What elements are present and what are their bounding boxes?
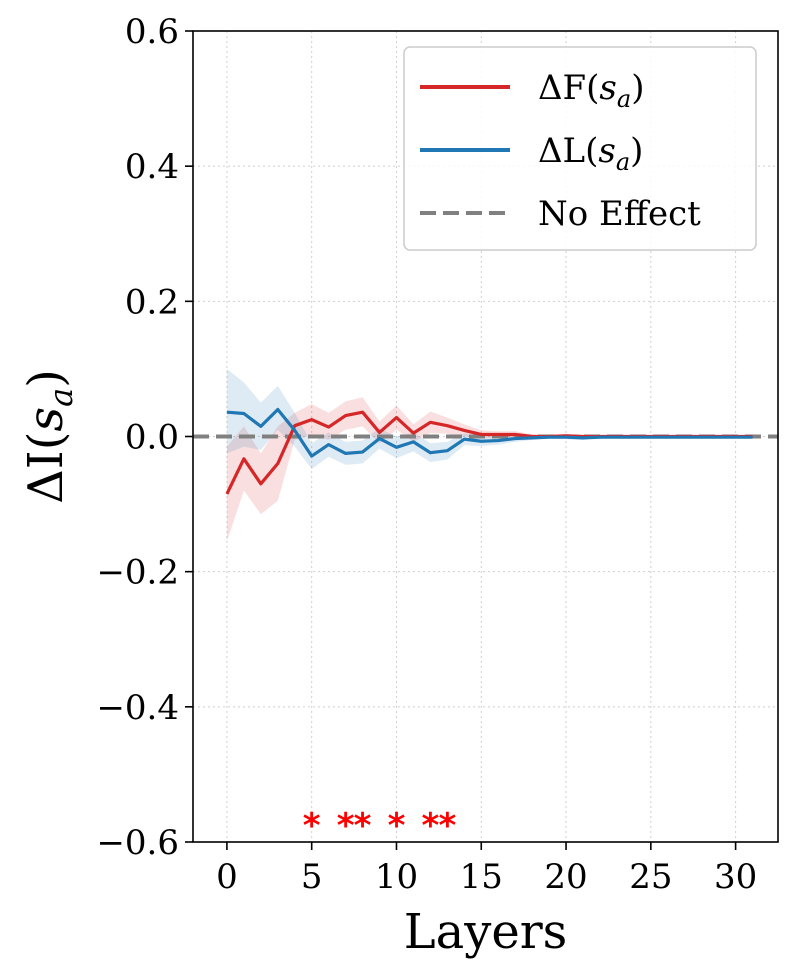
legend-box bbox=[403, 46, 757, 251]
x-tick-label: 25 bbox=[629, 857, 672, 897]
significance-star: * bbox=[388, 806, 406, 846]
x-tick-label: 0 bbox=[216, 857, 238, 897]
legend-label-sub: a bbox=[616, 148, 630, 176]
x-tick-label: 20 bbox=[544, 857, 587, 897]
axis-ticks: 0 5 10 15 20 25 30 −0.6 −0.4 −0.2 0.0 0.2 0.4 0.6 bbox=[96, 12, 757, 897]
y-label-close: ) bbox=[18, 369, 74, 388]
y-tick-label: 0.2 bbox=[125, 282, 179, 322]
significance-markers: * * * * * * bbox=[303, 806, 457, 846]
x-tick-label: 15 bbox=[460, 857, 503, 897]
legend-label-main: ΔF( bbox=[538, 68, 599, 108]
y-tick-label: 0.0 bbox=[125, 418, 179, 458]
significance-star: * bbox=[438, 806, 456, 846]
confidence-band-series-1 bbox=[226, 368, 753, 469]
y-tick-label: 0.4 bbox=[125, 147, 179, 187]
y-tick-label: −0.6 bbox=[96, 823, 179, 863]
legend-label: No Effect bbox=[538, 194, 701, 234]
legend-label-var: s bbox=[598, 131, 615, 171]
series-lines bbox=[225, 407, 753, 495]
confidence-bands bbox=[226, 368, 753, 542]
legend-label-close: ) bbox=[631, 68, 644, 108]
legend: ΔF(sa)ΔL(sa)No Effect bbox=[403, 46, 757, 251]
significance-star: * bbox=[422, 806, 440, 846]
significance-star: * bbox=[354, 806, 372, 846]
x-axis-label: Layers bbox=[404, 904, 568, 960]
y-label-main: ΔI( bbox=[18, 432, 74, 504]
y-label-sub: a bbox=[42, 388, 80, 407]
legend-label: ΔL(sa) bbox=[538, 131, 643, 176]
significance-star: * bbox=[337, 806, 355, 846]
y-tick-label: −0.4 bbox=[96, 688, 179, 728]
y-tick-label: 0.6 bbox=[125, 12, 179, 52]
legend-label-sub: a bbox=[617, 85, 631, 113]
y-tick-label: −0.2 bbox=[96, 553, 179, 593]
confidence-band-series-0 bbox=[226, 397, 753, 542]
legend-label-var: s bbox=[599, 68, 616, 108]
y-axis-label: ΔI(sa) bbox=[18, 369, 80, 504]
y-label-var: s bbox=[18, 407, 74, 432]
x-tick-label: 30 bbox=[714, 857, 757, 897]
legend-label-close: ) bbox=[630, 131, 643, 171]
legend-label: ΔF(sa) bbox=[538, 68, 644, 113]
significance-star: * bbox=[303, 806, 321, 846]
x-tick-label: 10 bbox=[375, 857, 418, 897]
series-line-1 bbox=[226, 407, 753, 458]
x-tick-label: 5 bbox=[301, 857, 323, 897]
legend-label-main: ΔL( bbox=[538, 131, 598, 171]
